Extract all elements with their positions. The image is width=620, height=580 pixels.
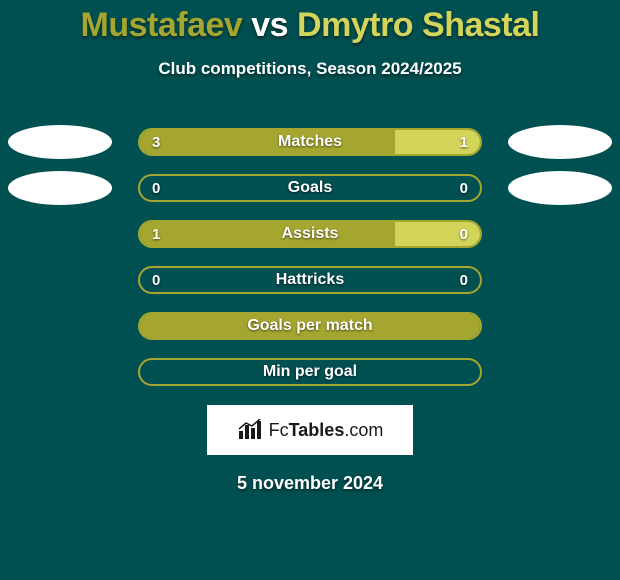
stat-label: Goals	[140, 176, 480, 200]
stat-bar: 00Goals	[138, 174, 482, 202]
stat-row: 31Matches	[0, 119, 620, 165]
player1-avatar	[8, 171, 112, 205]
player2-avatar	[508, 171, 612, 205]
stat-bar: 00Hattricks	[138, 266, 482, 294]
stat-bar: Goals per match	[138, 312, 482, 340]
stat-label: Matches	[140, 130, 480, 154]
stat-rows: 31Matches 00Goals 10Assists 00Hattricks Goal…	[0, 119, 620, 395]
player1-name: Mustafaev	[81, 6, 243, 44]
player2-avatar	[508, 125, 612, 159]
stat-bar: Min per goal	[138, 358, 482, 386]
stat-row: 00Hattricks	[0, 257, 620, 303]
player2-name: Dmytro Shastal	[297, 6, 539, 44]
fctables-logo: FcTables.com	[207, 405, 413, 455]
date: 5 november 2024	[0, 473, 620, 494]
stat-row: Goals per match	[0, 303, 620, 349]
stat-row: Min per goal	[0, 349, 620, 395]
stat-bar: 10Assists	[138, 220, 482, 248]
vs-text: vs	[251, 6, 288, 44]
subtitle: Club competitions, Season 2024/2025	[0, 59, 620, 79]
chart-icon	[237, 419, 265, 441]
stat-row: 10Assists	[0, 211, 620, 257]
stat-bar: 31Matches	[138, 128, 482, 156]
player1-avatar	[8, 125, 112, 159]
page-title: Mustafaev vs Dmytro Shastal	[0, 6, 620, 45]
stat-row: 00Goals	[0, 165, 620, 211]
stat-label: Assists	[140, 222, 480, 246]
stat-label: Goals per match	[140, 314, 480, 338]
comparison-container: Mustafaev vs Dmytro Shastal Club competi…	[0, 0, 620, 494]
stat-label: Hattricks	[140, 268, 480, 292]
stat-label: Min per goal	[140, 360, 480, 384]
logo-text: FcTables.com	[269, 420, 384, 441]
